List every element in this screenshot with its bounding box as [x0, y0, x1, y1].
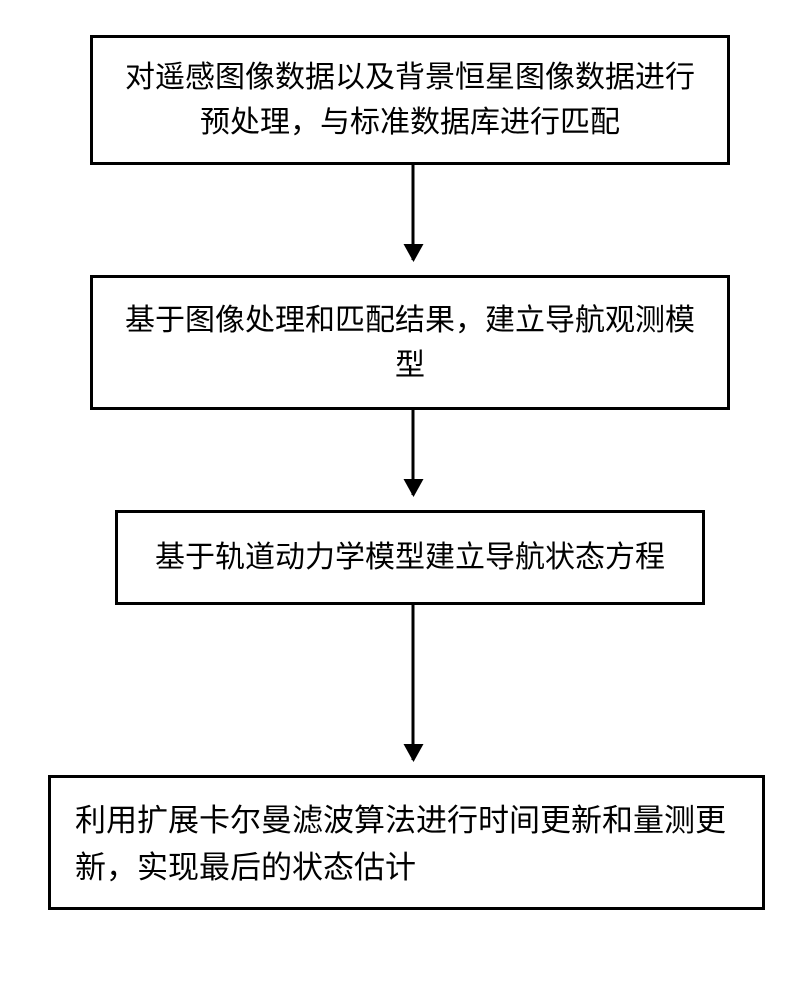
- step-1-text: 对遥感图像数据以及背景恒星图像数据进行预处理，与标准数据库进行匹配: [113, 55, 707, 145]
- step-2-text: 基于图像处理和匹配结果，建立导航观测模型: [113, 298, 707, 388]
- flowchart-step-1: 对遥感图像数据以及背景恒星图像数据进行预处理，与标准数据库进行匹配: [90, 35, 730, 165]
- arrow-3-4: [412, 605, 415, 760]
- arrow-2-3: [412, 410, 415, 495]
- flowchart-container: 对遥感图像数据以及背景恒星图像数据进行预处理，与标准数据库进行匹配 基于图像处理…: [0, 0, 805, 1000]
- flowchart-step-3: 基于轨道动力学模型建立导航状态方程: [115, 510, 705, 605]
- step-4-text: 利用扩展卡尔曼滤波算法进行时间更新和量测更新，实现最后的状态估计: [75, 798, 738, 891]
- flowchart-step-4: 利用扩展卡尔曼滤波算法进行时间更新和量测更新，实现最后的状态估计: [48, 775, 765, 910]
- step-3-text: 基于轨道动力学模型建立导航状态方程: [155, 535, 665, 580]
- flowchart-step-2: 基于图像处理和匹配结果，建立导航观测模型: [90, 275, 730, 410]
- arrow-1-2: [412, 165, 415, 260]
